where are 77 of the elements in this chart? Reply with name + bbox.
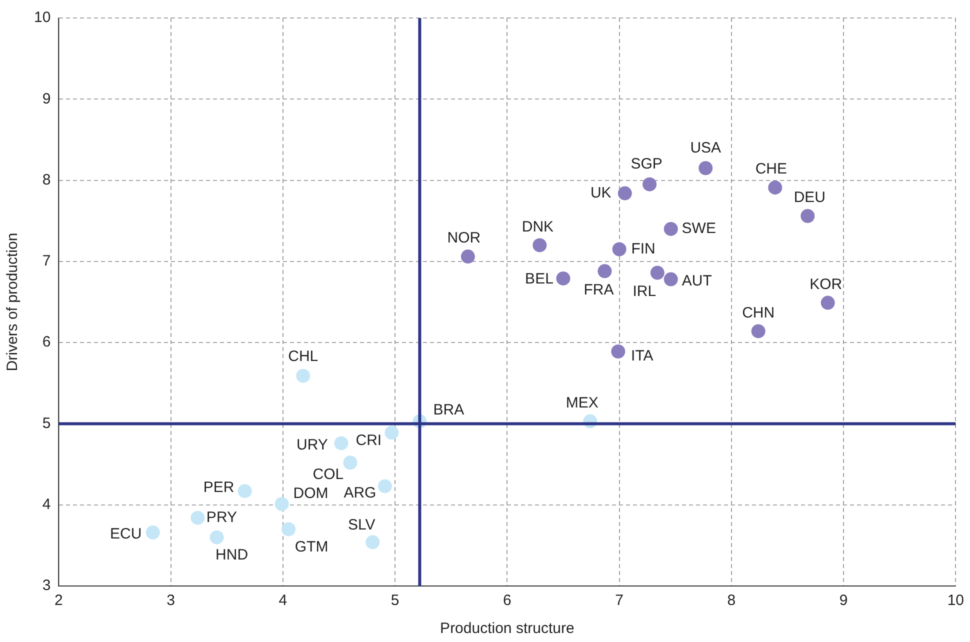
point: [598, 264, 612, 278]
point: [650, 266, 664, 280]
point: [460, 250, 475, 264]
x-tick-label: 10: [947, 592, 964, 610]
y-tick-label: 7: [42, 252, 51, 270]
point: [642, 177, 657, 192]
annotation: ITA: [631, 348, 654, 365]
point: [343, 456, 358, 470]
point: [190, 510, 205, 525]
point: [768, 180, 782, 195]
annotation: NOR: [447, 230, 481, 247]
point: [618, 186, 632, 200]
annotation: HND: [216, 546, 248, 564]
x-tick-label: 4: [278, 592, 288, 610]
point: [698, 161, 713, 176]
point: [532, 238, 547, 252]
y-tick-label: 9: [42, 90, 51, 108]
annotation: DNK: [522, 218, 554, 236]
y-tick-label: 8: [42, 171, 51, 188]
annotation: CHE: [755, 160, 787, 178]
annotation: IRL: [632, 282, 656, 300]
annotation: GTM: [294, 538, 328, 556]
point: [378, 479, 392, 494]
y-tick-label: 6: [42, 334, 51, 351]
annotation: SGP: [630, 155, 662, 172]
x-tick-label: 5: [390, 592, 400, 610]
y-tick-label: 4: [42, 496, 51, 513]
annotation: DEU: [794, 189, 826, 206]
point: [800, 208, 815, 223]
annotation: ARG: [344, 484, 376, 502]
annotation: PRY: [206, 508, 238, 526]
x-axis-title: Production structure: [440, 620, 574, 638]
point: [334, 436, 348, 450]
x-tick-label: 2: [54, 592, 63, 610]
annotation: CRI: [356, 432, 382, 449]
point: [238, 484, 252, 498]
x-tick-label: 9: [839, 592, 848, 610]
annotation: SWE: [682, 220, 716, 238]
point: [664, 272, 678, 286]
point: [820, 296, 835, 310]
annotation: MEX: [566, 394, 598, 412]
point: [612, 242, 626, 256]
x-tick-label: 6: [503, 592, 512, 610]
x-tick-label: 7: [615, 592, 624, 610]
annotation: CHN: [742, 304, 775, 322]
annotation: COL: [312, 466, 344, 483]
annotation: FRA: [584, 281, 614, 298]
point: [146, 525, 160, 540]
point: [751, 324, 766, 338]
annotation: BRA: [433, 401, 464, 418]
y-axis-title: Drivers of production: [4, 232, 22, 372]
point: [384, 426, 399, 440]
annotation: CHL: [288, 348, 318, 365]
point: [210, 530, 224, 544]
annotation: URY: [296, 436, 328, 454]
point: [366, 535, 380, 550]
y-tick-label: 3: [42, 577, 51, 594]
x-tick-label: 3: [166, 592, 175, 610]
annotation: DOM: [293, 485, 328, 502]
point: [556, 271, 570, 286]
annotation: ECU: [110, 526, 142, 543]
annotation: FIN: [631, 240, 656, 258]
point: [664, 222, 678, 236]
y-tick-label: 5: [42, 414, 51, 432]
annotation: AUT: [682, 272, 712, 290]
annotation: USA: [690, 139, 722, 156]
annotation: KOR: [810, 276, 842, 293]
point: [296, 368, 310, 383]
y-tick-label: 10: [34, 9, 51, 26]
point: [611, 344, 626, 358]
point: [282, 522, 296, 536]
annotation: SLV: [348, 516, 376, 534]
annotation: PER: [203, 479, 234, 496]
annotation: BEL: [525, 270, 554, 288]
annotation: UK: [590, 184, 612, 202]
x-tick-label: 8: [727, 592, 736, 610]
point: [274, 497, 289, 512]
